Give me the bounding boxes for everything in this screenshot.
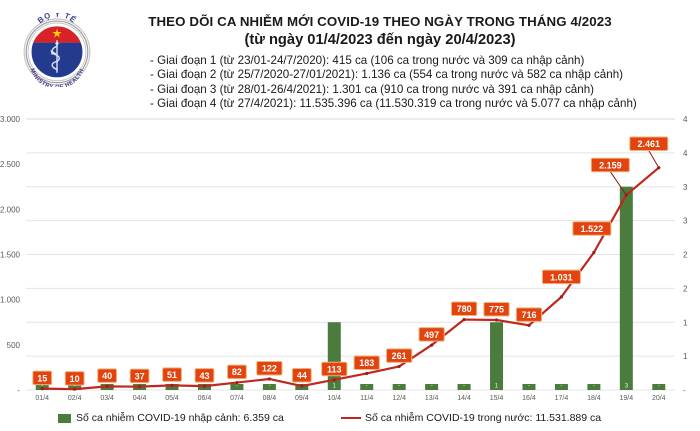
svg-text:-: - [658,383,660,390]
svg-text:11/4: 11/4 [360,395,373,402]
svg-text:4: 4 [683,115,688,124]
svg-text:-: - [431,383,433,390]
svg-text:122: 122 [262,364,277,374]
svg-text:05/4: 05/4 [165,395,179,402]
svg-text:-: - [17,386,20,395]
svg-text:-: - [528,383,530,390]
svg-text:10/4: 10/4 [327,395,341,402]
svg-text:1.000: 1.000 [0,296,21,305]
svg-text:1: 1 [683,318,688,327]
svg-text:07/4: 07/4 [230,395,244,402]
svg-text:780: 780 [457,304,472,314]
svg-text:82: 82 [232,367,242,377]
svg-text:1.031: 1.031 [550,272,573,282]
svg-text:04/4: 04/4 [133,395,147,402]
svg-text:12/4: 12/4 [392,395,406,402]
svg-text:1: 1 [495,383,499,390]
svg-text:16/4: 16/4 [522,395,536,402]
svg-text:2.500: 2.500 [0,160,21,169]
svg-text:-: - [593,383,595,390]
svg-text:3: 3 [683,217,688,226]
svg-text:3.000: 3.000 [0,115,21,124]
svg-text:-: - [560,383,562,390]
svg-text:1: 1 [683,352,688,361]
svg-text:10: 10 [70,374,80,384]
svg-text:261: 261 [392,351,407,361]
svg-text:-: - [683,386,686,395]
svg-text:497: 497 [424,330,439,340]
svg-text:1.500: 1.500 [0,251,21,260]
svg-text:08/4: 08/4 [263,395,277,402]
svg-text:40: 40 [102,371,112,381]
svg-text:-: - [366,383,368,390]
svg-text:51: 51 [167,370,177,380]
svg-text:2: 2 [683,284,688,293]
svg-text:113: 113 [327,364,342,374]
svg-text:15: 15 [37,373,47,383]
svg-text:13/4: 13/4 [425,395,439,402]
svg-text:183: 183 [359,358,374,368]
svg-text:01/4: 01/4 [35,395,49,402]
svg-text:44: 44 [297,371,307,381]
svg-text:2.461: 2.461 [638,139,661,149]
svg-text:03/4: 03/4 [100,395,114,402]
svg-text:1: 1 [333,383,337,390]
svg-text:716: 716 [521,310,536,320]
svg-text:14/4: 14/4 [457,395,471,402]
svg-text:500: 500 [7,341,21,350]
svg-text:06/4: 06/4 [198,395,212,402]
svg-text:1.522: 1.522 [581,224,604,234]
svg-text:-: - [398,383,400,390]
svg-text:4: 4 [683,149,688,158]
svg-text:15/4: 15/4 [490,395,504,402]
svg-text:775: 775 [489,305,504,315]
svg-text:3: 3 [683,183,688,192]
svg-text:02/4: 02/4 [68,395,82,402]
svg-text:-: - [463,383,465,390]
svg-text:17/4: 17/4 [555,395,569,402]
svg-text:43: 43 [199,371,209,381]
svg-text:2.000: 2.000 [0,205,21,214]
svg-text:-: - [268,383,270,390]
svg-text:18/4: 18/4 [587,395,601,402]
svg-text:2: 2 [683,251,688,260]
svg-text:20/4: 20/4 [652,395,666,402]
svg-text:3: 3 [625,383,629,390]
svg-text:19/4: 19/4 [620,395,634,402]
svg-text:09/4: 09/4 [295,395,309,402]
svg-text:2.159: 2.159 [599,160,622,170]
svg-text:37: 37 [135,371,145,381]
